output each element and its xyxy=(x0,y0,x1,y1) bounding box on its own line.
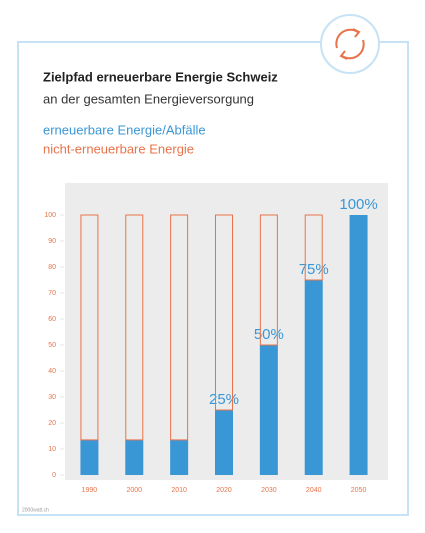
value-label: 25% xyxy=(209,391,239,408)
bar xyxy=(80,439,99,475)
x-tick-label: 2040 xyxy=(306,487,322,494)
x-tick-label: 2000 xyxy=(126,487,142,494)
bar xyxy=(259,345,278,475)
bar-outline xyxy=(170,214,189,441)
chart-title: Zielpfad erneuerbare Energie Schweiz xyxy=(43,69,278,84)
value-label: 50% xyxy=(254,326,284,343)
x-tick-label: 1990 xyxy=(82,487,98,494)
y-tick-label: 20 xyxy=(48,420,56,427)
y-tick-label: 80 xyxy=(48,264,56,271)
y-tick-label: 60 xyxy=(48,316,56,323)
bar-outline xyxy=(125,214,144,441)
x-tick-label: 2050 xyxy=(351,487,367,494)
bar xyxy=(304,280,323,475)
bar-outline xyxy=(215,214,233,411)
legend-entry: nicht-erneuerbare Energie xyxy=(43,141,194,156)
x-tick-label: 2030 xyxy=(261,487,277,494)
x-tick-label: 2010 xyxy=(171,487,187,494)
bar-outline xyxy=(304,214,323,281)
value-label: 75% xyxy=(299,261,329,278)
chart-subtitle: an der gesamten Energieversorgung xyxy=(43,91,254,106)
value-label: 100% xyxy=(339,196,377,213)
y-tick-label: 90 xyxy=(48,238,56,245)
y-tick-label: 0 xyxy=(52,472,56,479)
y-tick-label: 70 xyxy=(48,290,56,297)
bar xyxy=(125,439,144,475)
bar-outline xyxy=(259,214,278,346)
y-tick-label: 50 xyxy=(48,342,56,349)
bar xyxy=(349,215,368,475)
source: 2000watt.ch xyxy=(22,507,49,513)
legend-entry: erneuerbare Energie/Abfälle xyxy=(43,122,206,137)
bar xyxy=(170,439,189,475)
y-tick-label: 10 xyxy=(48,446,56,453)
x-tick-label: 2020 xyxy=(216,487,232,494)
frame xyxy=(17,41,409,516)
bar-outline xyxy=(80,214,99,441)
y-tick-label: 100 xyxy=(44,212,56,219)
y-tick-label: 30 xyxy=(48,394,56,401)
bar xyxy=(215,410,233,475)
y-tick-label: 40 xyxy=(48,368,56,375)
icon xyxy=(320,14,380,74)
